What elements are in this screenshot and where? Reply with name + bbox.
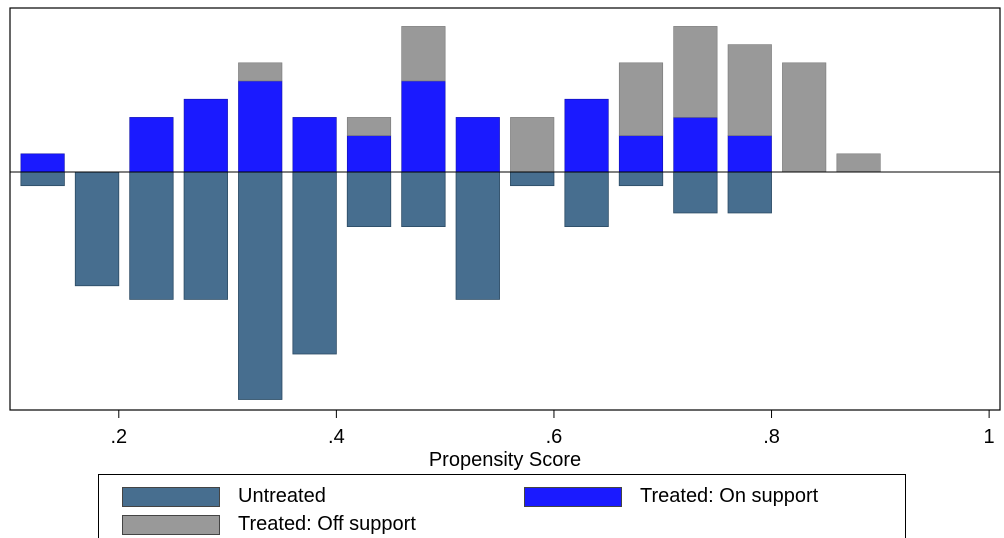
- bar-untreated: [292, 171, 337, 355]
- bar-untreated: [564, 171, 609, 227]
- bar-treated-on-support: [292, 117, 337, 173]
- bar-untreated: [401, 171, 446, 227]
- bar-untreated: [20, 171, 65, 187]
- bar-treated-on-support: [564, 98, 609, 173]
- bar-treated-off-support: [673, 26, 718, 118]
- legend-swatch-untreated: [122, 486, 220, 507]
- bar-treated-off-support: [836, 153, 881, 173]
- bar-treated-off-support: [782, 62, 827, 173]
- bar-treated-on-support: [401, 80, 446, 173]
- bar-treated-off-support: [510, 117, 555, 173]
- legend-item-treated-off-support: Treated: Off support: [122, 513, 416, 536]
- bar-untreated: [183, 171, 228, 300]
- bar-untreated: [673, 171, 718, 214]
- legend-swatch-treated-off-support: [122, 514, 220, 535]
- bar-untreated: [618, 171, 664, 187]
- x-tick-label: .4: [328, 426, 345, 448]
- legend-item-treated-on-support: Treated: On support: [524, 485, 818, 508]
- bar-untreated: [129, 171, 174, 300]
- bar-untreated: [727, 171, 772, 214]
- x-axis-title: Propensity Score: [429, 449, 581, 471]
- bar-treated-on-support: [455, 117, 500, 173]
- bar-treated-on-support: [129, 117, 174, 173]
- bar-treated-on-support: [727, 135, 772, 173]
- chart: .2 .4 .6 .8 1 Propensity Score: [9, 7, 1001, 471]
- legend: Untreated Treated: On support Treated: O…: [98, 474, 906, 538]
- x-tick-label: .8: [763, 426, 780, 448]
- bar-treated-on-support: [673, 117, 718, 173]
- x-axis-ticks: .2 .4 .6 .8 1: [110, 410, 995, 448]
- bar-treated-off-support: [346, 117, 392, 136]
- bar-treated-on-support: [618, 135, 664, 173]
- bar-treated-on-support: [346, 135, 392, 173]
- legend-item-untreated: Untreated: [122, 485, 326, 508]
- x-tick-label: .6: [546, 426, 563, 448]
- bar-treated-off-support: [727, 44, 772, 136]
- bar-treated-off-support: [401, 26, 446, 82]
- x-tick-label: .2: [110, 426, 127, 448]
- bar-treated-off-support: [618, 62, 664, 136]
- bar-untreated: [510, 171, 555, 187]
- legend-label-untreated: Untreated: [238, 485, 326, 507]
- bar-untreated: [455, 171, 500, 300]
- bar-untreated: [346, 171, 392, 227]
- bar-untreated: [74, 171, 120, 287]
- legend-label-treated-off-support: Treated: Off support: [238, 513, 416, 535]
- x-tick-label: 1: [984, 426, 995, 448]
- bar-treated-on-support: [20, 153, 65, 173]
- bar-treated-on-support: [183, 98, 228, 173]
- legend-swatch-treated-on-support: [524, 486, 622, 507]
- bar-treated-off-support: [238, 62, 283, 82]
- bar-treated-on-support: [238, 80, 283, 173]
- bars-layer: [20, 26, 881, 400]
- legend-label-treated-on-support: Treated: On support: [640, 485, 819, 507]
- bar-untreated: [238, 171, 283, 400]
- plot-frame: [9, 7, 1001, 411]
